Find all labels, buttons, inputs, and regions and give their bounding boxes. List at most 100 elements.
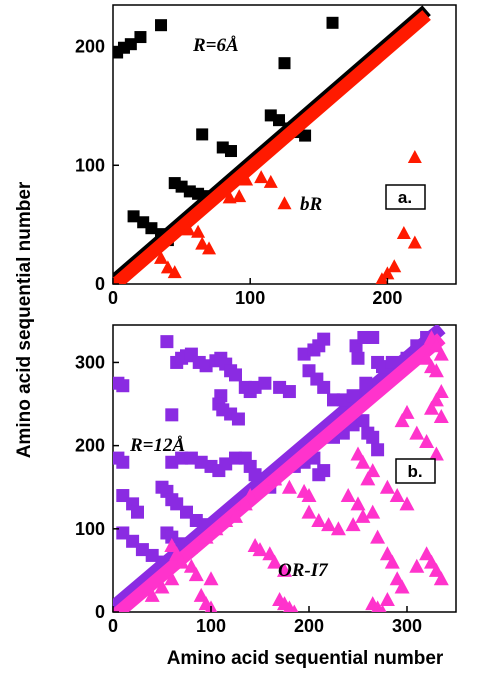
- panel-b-series-0-point-38: [359, 376, 373, 390]
- panel-b-marks: [113, 325, 449, 612]
- panel-a-series-1-point-13: [232, 189, 247, 203]
- panel-a-series-1-point-1: [263, 174, 278, 188]
- panel-b-series-1-point-8: [424, 400, 439, 415]
- panel-b-series-0-point-83: [180, 505, 193, 519]
- panel-a-series-0-point-3: [134, 31, 147, 44]
- panel-a-series-1-point-9: [387, 259, 402, 273]
- panel-b-xtick-label-0: 0: [108, 616, 118, 636]
- panel-b-series-0-point-93: [175, 537, 189, 551]
- panel-a-series-1-point-4: [239, 172, 254, 186]
- panel-a-series-1-point-11: [191, 224, 206, 238]
- panel-b-series-1-point-22: [340, 488, 356, 503]
- panel-b-series-1-point-75: [379, 592, 395, 607]
- panel-a-series-1-point-18: [167, 265, 182, 279]
- panel-b-series-1-point-46: [237, 496, 253, 511]
- panel-b-series-0-point-57: [229, 451, 242, 465]
- panel-a-series-0-point-9: [224, 145, 237, 158]
- panel-b-series-1-point-74: [378, 604, 387, 612]
- panel-b-series-0-point-72: [356, 414, 370, 428]
- panel-b-series-0-point-40: [351, 351, 365, 365]
- panel-b-series-1-point-55: [277, 562, 292, 577]
- panel-b-series-0-point-60: [248, 468, 262, 482]
- panel-b-series-1-point-50: [198, 529, 214, 544]
- panel-b-series-1-point-54: [267, 554, 283, 569]
- panel-b-series-1-point-44: [267, 471, 283, 486]
- panel-a-label-box: [385, 184, 426, 210]
- panel-b-series-1-point-58: [174, 554, 190, 569]
- panel-b-series-1-point-60: [188, 567, 204, 582]
- panel-b-series-0-point-35: [327, 393, 340, 407]
- panel-a-series-0-point-7: [196, 128, 209, 141]
- panel-b-series-1-point-49: [208, 521, 224, 536]
- panel-b-label: b.: [407, 462, 422, 481]
- panel-a-marks: [113, 5, 431, 284]
- panel-b-series-1-point-16: [355, 454, 371, 469]
- panel-b-protein-label: OR-I7: [278, 560, 329, 581]
- panel-b-series-0-point-52: [184, 451, 198, 465]
- panel-b-series-0-point-26: [273, 380, 287, 394]
- panel-b-ticks: 0 100 200 300 0 100 200 300: [75, 352, 422, 636]
- panel-b-series-1-point-61: [203, 571, 219, 586]
- panel-b-series-1-point-18: [360, 471, 376, 486]
- panel-a-series-1-point-0: [407, 149, 422, 163]
- panel-a-series-1-point-7: [396, 225, 411, 239]
- panel-a-series-0-point-5: [326, 16, 339, 29]
- panel-b-series-1-point-11: [394, 413, 410, 428]
- panel-a-ytick-label-1: 100: [75, 155, 105, 175]
- panel-b-series-0-point-76: [116, 489, 130, 503]
- panel-a-xtick-label-0: 0: [108, 288, 118, 308]
- panel-b-series-1-point-30: [355, 508, 371, 523]
- panel-b-series-1-point-5: [428, 363, 444, 378]
- panel-b-series-1-point-64: [144, 587, 160, 602]
- panel-b-series-0-point-87: [126, 534, 140, 548]
- panel-b-series-1-point-31: [370, 529, 386, 544]
- panel-b-series-0-point-78: [131, 505, 144, 519]
- panel-b-series-0-point-3: [116, 455, 130, 469]
- panel-b-series-1-point-13: [419, 433, 435, 448]
- panel-b-xtick-label-3: 300: [392, 616, 422, 636]
- panel-b-series-0-point-36: [336, 393, 350, 407]
- panel-a-series-0-point-11: [273, 114, 286, 127]
- panel-b-series-0-point-28: [297, 347, 311, 361]
- panel-a-series-1-diagonal: [113, 10, 431, 284]
- panel-b-series-0-point-24: [248, 380, 262, 394]
- panel-a-series-1-point-15: [202, 241, 217, 255]
- panel-a-series-0-point-17: [145, 222, 158, 235]
- panel-b-series-1-point-40: [419, 546, 435, 561]
- panel-b-series-0-point-23: [231, 412, 245, 426]
- panel-a-radius-label: R=6Å: [192, 35, 239, 56]
- panel-b-series-0-point-74: [366, 430, 380, 444]
- panel-b-series-1-point-33: [384, 554, 400, 569]
- panel-b-series-0-point-51: [175, 451, 189, 465]
- panel-b-series-0-point-82: [170, 497, 184, 511]
- panel-b-series-1-point-9: [433, 409, 449, 424]
- panel-a-series-0-point-15: [127, 210, 140, 223]
- panel-b-series-1-point-21: [399, 496, 415, 511]
- panel-a-series-0-point-6: [278, 57, 291, 70]
- panel-a-xtick-label-2: 200: [372, 288, 402, 308]
- panel-b-series-0-point-50: [165, 455, 179, 469]
- panel-b-series-0-point-86: [116, 526, 130, 540]
- panel-b: 0 100 200 300 0 100 200 300 R=12Å OR-I7 b.: [75, 324, 457, 636]
- panel-b-series-0-point-56: [219, 457, 233, 471]
- panel-b-series-1-point-39: [433, 571, 449, 586]
- panel-b-xtick-label-2: 200: [294, 616, 324, 636]
- panel-b-series-1-point-47: [228, 508, 243, 523]
- panel-b-ytick-label-2: 200: [75, 436, 105, 456]
- panel-b-series-0-point-45: [376, 360, 389, 374]
- panel-a-series-0-point-4: [155, 19, 168, 32]
- panel-b-series-0-point-16: [229, 368, 242, 382]
- panel-b-series-0-point-84: [189, 513, 203, 527]
- panel-b-series-0-point-88: [135, 543, 149, 557]
- panel-b-series-1-point-43: [281, 479, 297, 494]
- panel-a-series-0-point-2: [124, 38, 137, 51]
- panel-b-series-1-point-20: [389, 488, 405, 503]
- panel-a-series-1-point-14: [195, 236, 210, 250]
- panel-b-series-0-point-34: [317, 380, 331, 394]
- panel-b-series-1-point-62: [164, 571, 180, 586]
- panel-b-series-1-point-52: [252, 542, 268, 557]
- panel-b-series-1-point-24: [365, 504, 381, 519]
- panel-b-series-0-point-43: [366, 330, 380, 344]
- panel-b-series-1-point-23: [350, 496, 366, 511]
